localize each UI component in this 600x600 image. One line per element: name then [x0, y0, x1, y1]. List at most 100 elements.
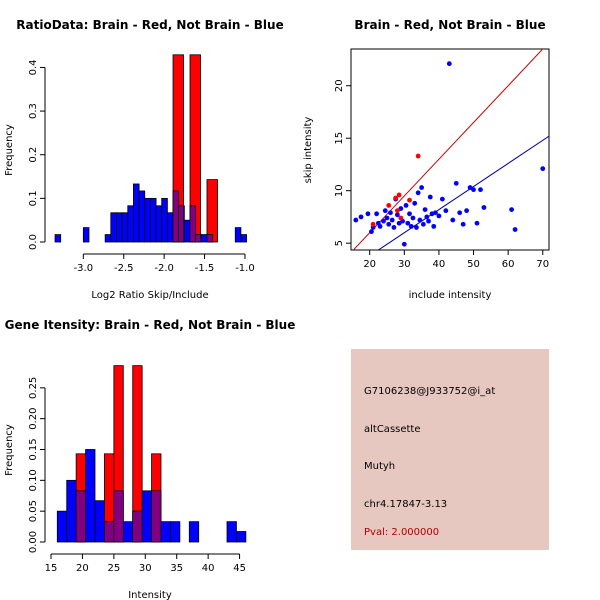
scatter-plot-not-brain-point — [389, 217, 395, 223]
scatter-plot-not-brain-point — [382, 208, 388, 214]
ratio-histogram-x-tick-label: -3.0 — [74, 263, 94, 274]
pval-text: Pval: 2.000000 — [364, 527, 440, 538]
intensity-histogram-not-brain-bar — [94, 500, 105, 543]
scatter-plot-not-brain-point — [394, 212, 400, 218]
scatter-plot-not-brain-point — [431, 223, 437, 229]
intensity-histogram-overlap-bar — [132, 510, 143, 543]
ratio-histogram-not-brain-bar — [166, 212, 174, 243]
scatter-plot-not-brain-point — [381, 218, 386, 224]
scatter-plot-x-tick-label: 40 — [433, 259, 446, 270]
intensity-histogram-title: Gene Itensity: Brain - Red, Not Brain - … — [5, 318, 296, 332]
scatter-plot-not-brain-point — [471, 187, 476, 193]
ratio-histogram-y-tick-label: 0.2 — [28, 147, 39, 163]
scatter-plot-y-tick-label: 5 — [334, 240, 345, 246]
ratio-histogram-overlap-bar — [195, 234, 201, 243]
gene-info-panel: G7106238@J933752@i_at altCassette Mutyh … — [351, 349, 549, 550]
ratio-histogram-y-tick-label: 0.4 — [28, 60, 39, 76]
ratio-histogram-not-brain-bar — [138, 190, 146, 243]
scatter-plot-not-brain-point — [464, 208, 470, 214]
ratio-histogram-title: RatioData: Brain - Red, Not Brain - Blue — [16, 18, 283, 32]
intensity-histogram-x-tick-label: 20 — [76, 563, 89, 574]
intensity-histogram-not-brain-bar — [188, 521, 200, 543]
scatter-plot-brain-point — [393, 195, 399, 201]
ratio-histogram-not-brain-bar — [150, 197, 157, 243]
scatter-plot-x-tick-label: 70 — [536, 259, 549, 270]
event-type-text: altCassette — [364, 424, 421, 435]
scatter-plot-not-brain-point — [481, 205, 487, 210]
ratio-histogram-ylabel: Frequency — [4, 124, 15, 176]
intensity-histogram-overlap-bar — [151, 490, 162, 543]
scatter-plot-not-brain-point — [384, 215, 390, 221]
scatter-plot-not-brain-point — [439, 196, 445, 202]
intensity-histogram-y-tick-label: 0.15 — [28, 438, 39, 460]
scatter-plot-not-brain-point — [420, 221, 426, 227]
ratio-histogram-x-tick-label: -1.5 — [195, 263, 215, 274]
scatter-plot-not-brain-point — [388, 210, 393, 216]
ratio-histogram-overlap-bar — [178, 205, 184, 243]
ratio-histogram-not-brain-bar — [54, 234, 62, 243]
ratio-histogram-panel: RatioData: Brain - Red, Not Brain - Blue… — [4, 18, 284, 301]
intensity-histogram-overlap-bar — [113, 490, 124, 543]
ratio-histogram-y-tick-label: 0.0 — [28, 234, 39, 250]
chromosome-location-text: chr4.17847-3.13 — [364, 499, 448, 510]
ratio-histogram-not-brain-bar — [200, 234, 208, 243]
scatter-plot-frame — [350, 48, 550, 251]
intensity-histogram-x-tick-label: 15 — [45, 563, 58, 574]
scatter-plot-brain-point — [394, 208, 400, 214]
scatter-plot-not-brain-point — [353, 217, 359, 223]
ratio-histogram-not-brain-bar — [155, 205, 163, 243]
ratio-histogram-not-brain-bar — [234, 227, 242, 243]
scatter-plot-not-brain-point — [403, 202, 409, 208]
scatter-plot-not-brain-point — [410, 215, 416, 221]
intensity-histogram-not-brain-bar — [226, 521, 237, 543]
scatter-plot-not-brain-point — [391, 225, 397, 230]
scatter-plot-not-brain-point — [407, 211, 412, 217]
scatter-plot-not-brain-point — [417, 217, 423, 223]
scatter-plot-not-brain-point — [424, 214, 430, 220]
scatter-plot-not-brain-point — [426, 218, 431, 224]
intensity-histogram-y-tick-label: 0.05 — [28, 500, 39, 522]
scatter-plot-not-brain-point — [365, 211, 371, 217]
scatter-plot-brain-point — [398, 215, 404, 221]
probe-id-text: G7106238@J933752@i_at — [364, 386, 496, 397]
scatter-plot-not-brain-point — [474, 220, 480, 226]
intensity-histogram-x-tick-label: 25 — [107, 563, 120, 574]
scatter-plot-not-brain-point — [377, 223, 383, 229]
ratio-histogram-x-tick-label: -1.0 — [235, 263, 255, 274]
scatter-plot-not-brain-point — [374, 211, 380, 217]
scatter-plot-panel: Brain - Red, Not Brain - Blue include in… — [303, 18, 550, 301]
ratio-histogram-overlap-bar — [206, 234, 213, 243]
scatter-plot-brain-fit-line — [352, 49, 544, 250]
scatter-plot-not-brain-point — [408, 223, 414, 229]
ratio-histogram-y-tick-label: 0.3 — [28, 103, 39, 119]
ratio-histogram-not-brain-bar — [183, 219, 191, 243]
scatter-plot-y-tick-label: 10 — [334, 184, 345, 197]
scatter-plot-not-brain-point — [446, 61, 452, 67]
ratio-histogram-overlap-bar — [172, 190, 179, 243]
scatter-plot-not-brain-point — [398, 206, 404, 211]
intensity-histogram-not-brain-bar — [160, 521, 171, 543]
scatter-plot-not-brain-point — [405, 220, 411, 226]
intensity-histogram-not-brain-bar — [170, 521, 181, 543]
intensity-histogram-not-brain-bar — [56, 510, 68, 543]
scatter-plot-not-brain-point — [358, 214, 364, 220]
scatter-plot-not-brain-fit-line — [377, 135, 549, 250]
scatter-plot-not-brain-point — [436, 213, 442, 219]
scatter-plot-not-brain-point — [386, 221, 392, 227]
scatter-plot-not-brain-point — [509, 207, 515, 212]
scatter-plot-not-brain-point — [415, 190, 421, 196]
ratio-histogram-not-brain-bar — [240, 234, 247, 243]
intensity-histogram-x-tick-label: 40 — [202, 563, 215, 574]
intensity-histogram-not-brain-bar — [122, 521, 134, 543]
scatter-plot-not-brain-point — [478, 187, 483, 193]
scatter-plot-not-brain-point — [453, 180, 459, 186]
scatter-plot-not-brain-point — [427, 194, 433, 200]
scatter-plot-not-brain-point — [412, 200, 418, 206]
scatter-plot-x-tick-label: 30 — [398, 259, 411, 270]
intensity-histogram-y-tick-label: 0.00 — [28, 531, 39, 553]
ratio-histogram-not-brain-bar — [110, 212, 117, 243]
scatter-plot-not-brain-point — [369, 229, 374, 235]
scatter-plot-not-brain-point — [457, 210, 463, 216]
scatter-plot-brain-point — [396, 192, 402, 198]
